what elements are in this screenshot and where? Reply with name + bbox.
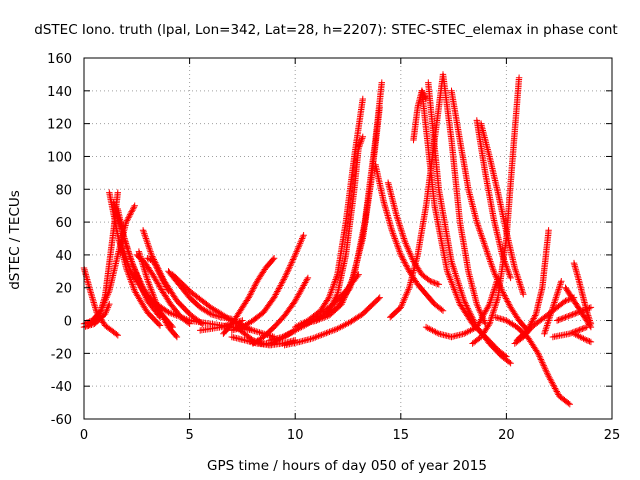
data-series-arc — [553, 304, 595, 324]
y-tick-label: 160 — [47, 52, 72, 67]
data-series-arc — [300, 133, 366, 327]
data-point-markers — [422, 274, 502, 341]
data-series-arc — [549, 323, 590, 341]
y-tick-label: -60 — [51, 413, 72, 428]
data-points — [80, 71, 595, 408]
axis-ticks: 0 5 10 15 20 25 -60 -40 -20 0 20 40 60 80 100 120 140 160 — [47, 52, 620, 443]
data-series-arc — [387, 71, 489, 327]
data-point-markers — [410, 87, 430, 144]
x-tick-label: 20 — [498, 428, 515, 443]
data-point-markers — [492, 314, 573, 408]
y-tick-label: 60 — [55, 216, 72, 231]
data-series-arc — [492, 314, 573, 408]
data-point-markers — [144, 255, 172, 295]
plot-frame — [83, 57, 613, 420]
data-series-arc — [323, 104, 383, 318]
x-tick-label: 5 — [185, 428, 193, 443]
data-series-arc — [384, 179, 442, 288]
data-series-arc — [292, 95, 366, 331]
data-point-markers — [228, 232, 307, 334]
y-tick-label: -40 — [51, 380, 72, 395]
data-point-markers — [384, 179, 442, 288]
x-tick-label: 0 — [80, 428, 88, 443]
data-series-arc — [570, 330, 595, 346]
data-point-markers — [249, 274, 312, 347]
data-series-arc — [281, 294, 383, 349]
data-series-arc — [422, 274, 502, 341]
data-series-arc — [228, 232, 307, 334]
y-tick-label: 140 — [47, 85, 72, 100]
y-axis-label: dSTEC / TECUs — [7, 190, 23, 290]
x-tick-label: 25 — [604, 428, 621, 443]
y-tick-label: 80 — [55, 183, 72, 198]
grid-lines — [84, 58, 612, 419]
x-axis-label: GPS time / hours of day 050 of year 2015 — [207, 458, 487, 474]
chart-title: dSTEC Iono. truth (lpal, Lon=342, Lat=28… — [34, 22, 617, 38]
y-tick-label: 120 — [47, 118, 72, 133]
data-point-markers — [220, 255, 278, 337]
y-tick-label: -20 — [51, 347, 72, 362]
y-tick-label: 0 — [64, 315, 72, 330]
data-point-markers — [570, 330, 595, 346]
data-point-markers — [541, 278, 565, 337]
data-point-markers — [372, 161, 447, 314]
data-point-markers — [553, 304, 595, 324]
data-series-arc — [372, 161, 447, 314]
data-series-arc — [220, 255, 278, 337]
y-tick-label: 40 — [55, 249, 72, 264]
data-series-arc — [469, 74, 523, 347]
data-point-markers — [133, 251, 193, 327]
data-series-arc — [249, 274, 312, 347]
data-point-markers — [549, 323, 590, 341]
data-point-markers — [387, 71, 489, 327]
x-tick-label: 15 — [393, 428, 410, 443]
data-point-markers — [323, 104, 383, 318]
data-series-arc — [144, 255, 172, 295]
y-tick-label: 100 — [47, 150, 72, 165]
x-tick-label: 10 — [287, 428, 304, 443]
data-series-arc — [541, 278, 565, 337]
data-point-markers — [300, 133, 366, 327]
data-point-markers — [469, 74, 523, 347]
data-point-markers — [292, 95, 366, 331]
data-point-markers — [281, 294, 383, 349]
y-tick-label: 20 — [55, 282, 72, 297]
data-series-arc — [410, 87, 430, 144]
data-series-arc — [133, 251, 193, 327]
